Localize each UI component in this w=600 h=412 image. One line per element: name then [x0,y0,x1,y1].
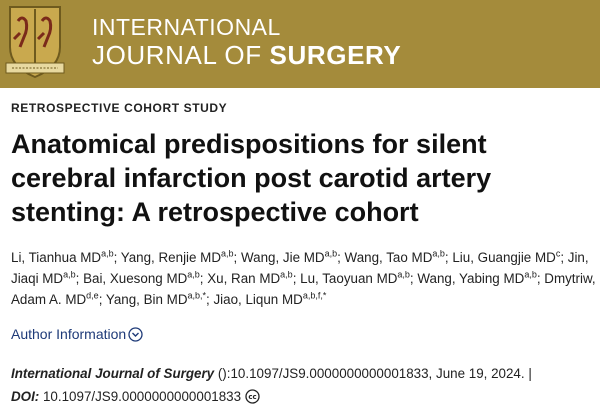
author-name[interactable]: Yang, Renjie MDa,b [120,248,234,265]
author-name[interactable]: Jiao, Liqun MDa,b,f,* [213,290,327,307]
doi-link[interactable]: 10.1097/JS9.0000000000001833 [39,389,242,404]
author-affiliation: a,b [524,269,537,280]
author-affiliation: a,b,* [187,290,207,301]
author-affiliation: d,e [86,290,99,301]
author-name[interactable]: Jin, Jiaqi MDa,b [11,250,589,286]
article-type: RETROSPECTIVE COHORT STUDY [11,101,228,115]
author-name[interactable]: Dmytriw, Adam A. MDd,e [11,271,596,307]
author-name-text: Jiao, Liqun MD [213,292,303,307]
creative-commons-icon[interactable]: cc [245,389,260,404]
author-affiliation: a,b [397,269,410,280]
author-name-text: Liu, Guangjie MD [452,250,556,265]
author-affiliation: a,b [101,248,114,259]
citation-details: ():10.1097/JS9.0000000000001833, June 19… [214,366,532,381]
author-affiliation: a,b,f,* [302,290,327,301]
journal-title[interactable]: INTERNATIONAL JOURNAL OF SURGERY [92,14,401,70]
author-name-text: Li, Tianhua MD [11,250,102,265]
author-information-label: Author Information [11,326,127,342]
author-affiliation: c [555,248,561,259]
chevron-down-circle-icon [128,327,143,342]
citation-journal-name: International Journal of Surgery [11,366,215,381]
svg-text:cc: cc [248,393,256,401]
author-name-text: Yang, Renjie MD [120,250,222,265]
journal-title-part-b: SURGERY [269,40,402,70]
author-name[interactable]: Xu, Ran MDa,b [207,269,293,286]
journal-title-line1: INTERNATIONAL [92,14,281,40]
author-name[interactable]: Wang, Yabing MDa,b [417,269,537,286]
author-name-text: Jin, Jiaqi MD [11,250,589,286]
doi-line: DOI: 10.1097/JS9.0000000000001833 cc [11,385,260,408]
journal-crest-logo [5,6,65,79]
author-name-text: Lu, Taoyuan MD [300,271,398,286]
author-name[interactable]: Yang, Bin MDa,b,* [105,290,207,307]
author-affiliation: a,b [432,248,445,259]
author-name[interactable]: Lu, Taoyuan MDa,b [300,269,410,286]
author-affiliation: a,b [324,248,338,259]
author-name-text: Bai, Xuesong MD [83,271,188,286]
journal-title-line2: JOURNAL OF SURGERY [92,40,401,70]
author-name-text: Wang, Jie MD [240,250,325,265]
doi-label: DOI: [11,389,40,404]
author-affiliation: a,b [280,269,293,280]
author-affiliation: a,b [63,269,76,280]
author-name[interactable]: Wang, Jie MDa,b [240,248,338,265]
author-name[interactable]: Bai, Xuesong MDa,b [83,269,200,286]
author-name-text: Wang, Yabing MD [417,271,525,286]
author-name-text: Wang, Tao MD [344,250,433,265]
author-information-toggle[interactable]: Author Information [11,326,143,342]
author-affiliation: a,b [187,269,200,280]
author-name-text: Yang, Bin MD [105,292,188,307]
author-name-text: Dmytriw, Adam A. MD [11,271,596,307]
author-name-text: Xu, Ran MD [207,271,281,286]
citation-line: International Journal of Surgery ():10.1… [11,362,532,385]
author-list: Li, Tianhua MDa,b; Yang, Renjie MDa,b; W… [11,248,596,307]
journal-banner[interactable]: INTERNATIONAL JOURNAL OF SURGERY [0,0,600,88]
author-affiliation: a,b [221,248,234,259]
article-title: Anatomical predispositions for silent ce… [11,129,492,227]
author-name[interactable]: Liu, Guangjie MDc [452,248,561,265]
author-name[interactable]: Li, Tianhua MDa,b [11,248,114,265]
author-name[interactable]: Wang, Tao MDa,b [344,248,445,265]
journal-title-part-a: JOURNAL OF [92,40,262,70]
